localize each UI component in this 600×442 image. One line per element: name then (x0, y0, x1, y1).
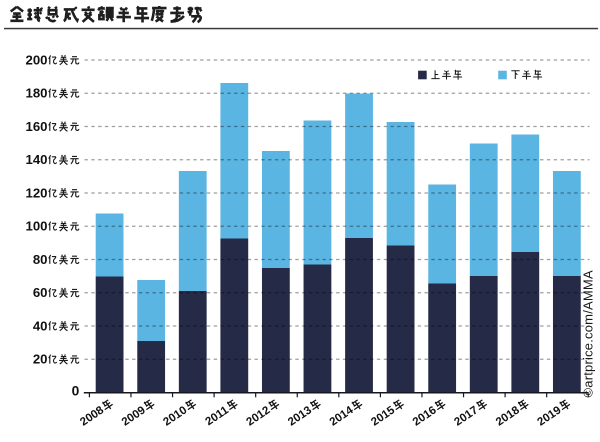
svg-text:120: 120 (25, 185, 47, 200)
svg-text:20: 20 (33, 352, 48, 367)
svg-text:160: 160 (25, 119, 47, 134)
svg-text:©artprice.com/AMMA: ©artprice.com/AMMA (580, 270, 595, 397)
svg-text:80: 80 (33, 252, 48, 267)
svg-text:40: 40 (33, 318, 48, 333)
svg-text:100: 100 (25, 219, 47, 234)
svg-text:200: 200 (25, 52, 47, 67)
svg-text:140: 140 (25, 152, 47, 167)
svg-text:0: 0 (72, 384, 80, 399)
svg-text:60: 60 (33, 285, 48, 300)
svg-text:180: 180 (25, 86, 47, 101)
